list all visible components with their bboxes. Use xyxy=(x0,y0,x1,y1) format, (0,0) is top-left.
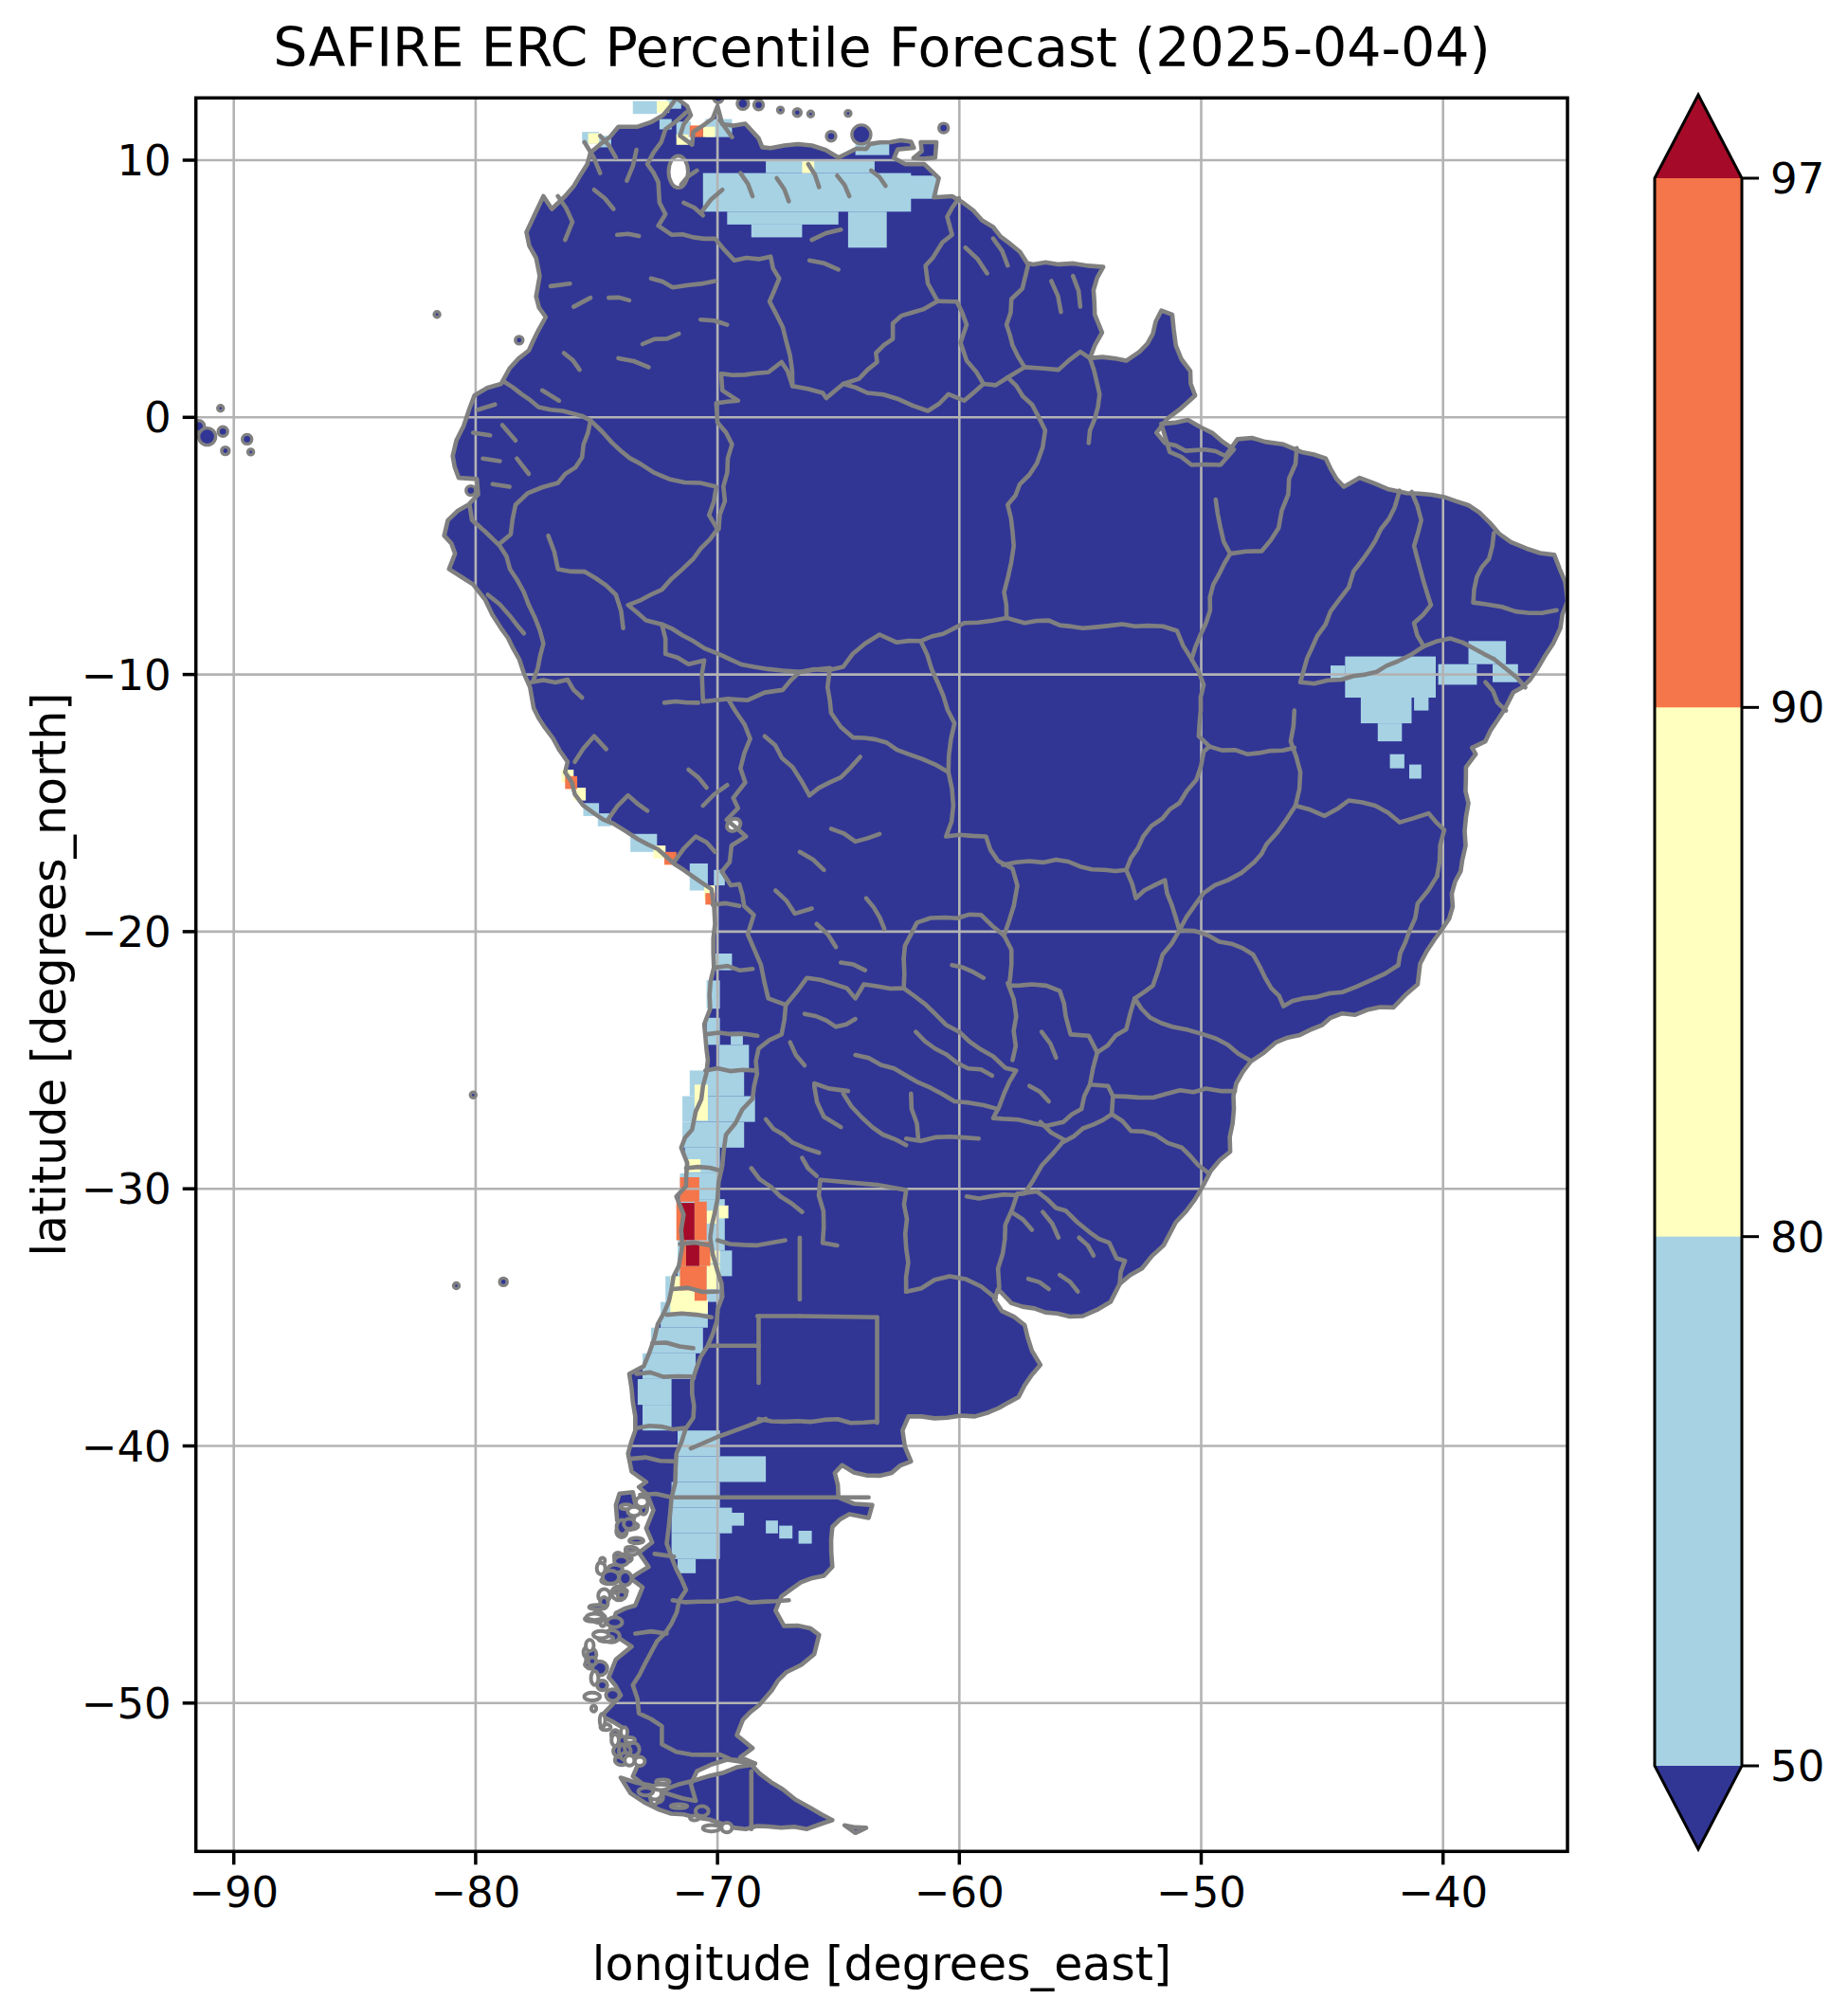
map-area xyxy=(193,93,1567,1851)
map-plot: −90 −80 −70 −60 −50 −40 10 0 −10 −20 −30 −40 −50 97 90… xyxy=(0,0,1848,1999)
x-tick-label: −70 xyxy=(673,1867,763,1917)
colorbar: 97 90 80 50 xyxy=(1655,95,1824,1849)
colorbar-tick-label: 50 xyxy=(1770,1741,1824,1791)
y-tick-label: 10 xyxy=(117,136,171,186)
y-tick-label: −10 xyxy=(82,650,172,700)
x-tick-label: −60 xyxy=(915,1867,1005,1917)
x-tick-label: −50 xyxy=(1156,1867,1246,1917)
y-tick-label: −20 xyxy=(82,907,172,957)
x-tick-label: −40 xyxy=(1398,1867,1488,1917)
figure: SAFIRE ERC Percentile Forecast (2025-04-… xyxy=(0,0,1848,1999)
colorbar-tick-label: 97 xyxy=(1770,154,1824,204)
x-tick-label: −90 xyxy=(189,1867,279,1917)
y-tick-label: −30 xyxy=(82,1164,172,1214)
colorbar-tick-label: 90 xyxy=(1770,682,1824,733)
y-tick-label: −40 xyxy=(82,1422,172,1472)
x-tick-label: −80 xyxy=(430,1867,520,1917)
land-fill xyxy=(444,98,1567,1801)
y-tick-label: 0 xyxy=(144,392,172,443)
y-tick-label: −50 xyxy=(82,1679,172,1729)
colorbar-tick-label: 80 xyxy=(1770,1212,1824,1263)
